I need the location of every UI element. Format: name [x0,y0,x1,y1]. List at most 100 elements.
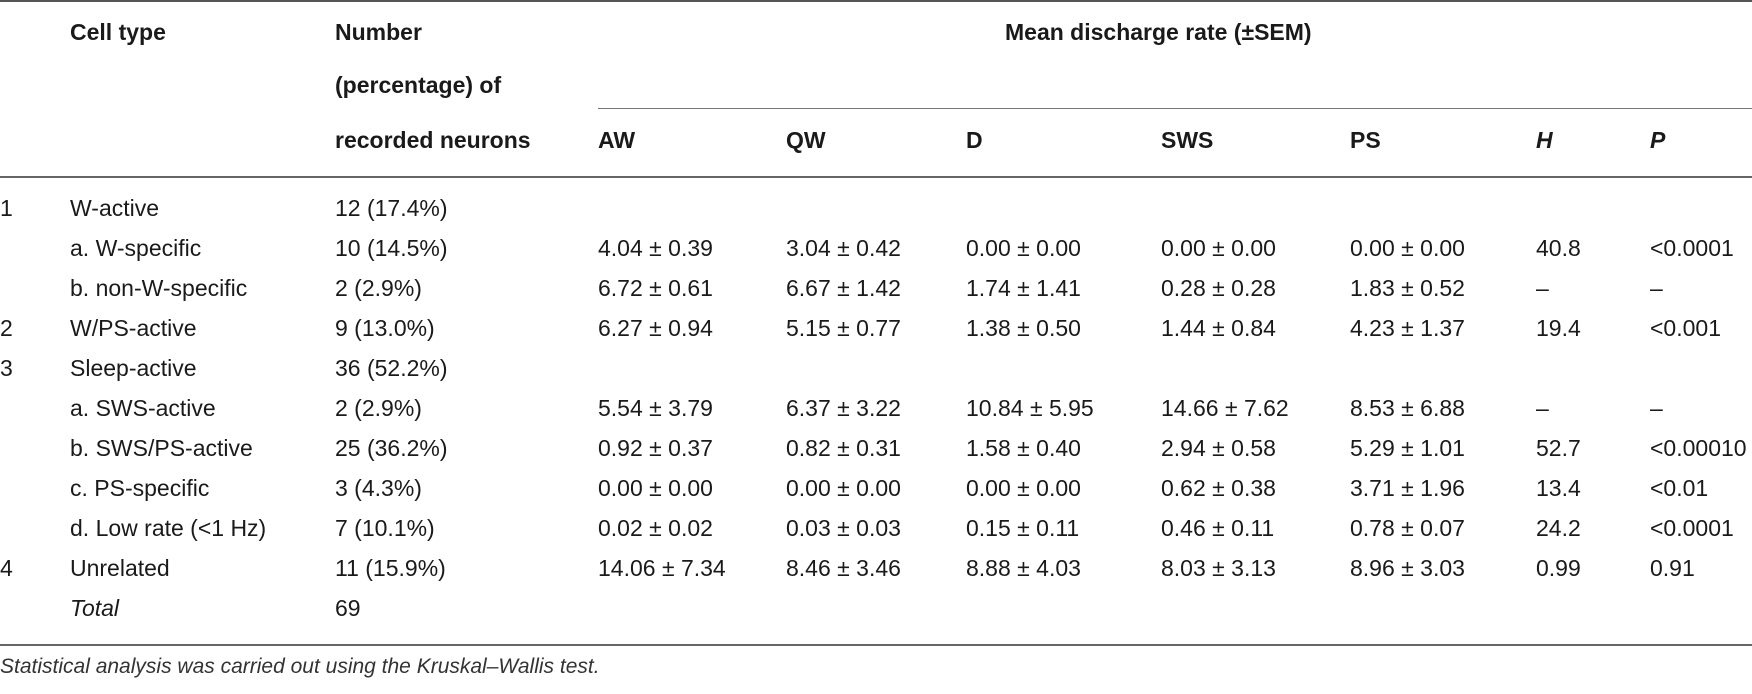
table-row: a. W-specific 10 (14.5%) 4.04 ± 0.39 3.0… [0,228,1752,268]
table-row: a. SWS-active 2 (2.9%) 5.54 ± 3.79 6.37 … [0,388,1752,428]
row-d: 10.84 ± 5.95 [966,395,1094,421]
row-h: – [1536,395,1549,421]
row-sws: 2.94 ± 0.58 [1161,435,1276,461]
row-h: 52.7 [1536,435,1581,461]
row-index: 4 [0,555,13,581]
row-number: 36 (52.2%) [335,355,448,381]
row-p: <0.0001 [1650,515,1734,541]
row-p: <0.001 [1650,315,1721,341]
row-number: 12 (17.4%) [335,195,448,221]
row-aw: 0.00 ± 0.00 [598,475,713,501]
row-d: 0.15 ± 0.11 [966,515,1080,541]
header-mean-discharge-rate: Mean discharge rate (±SEM) [1005,19,1312,45]
row-qw: 6.67 ± 1.42 [786,275,901,301]
row-h: 0.99 [1536,555,1581,581]
row-sws: 0.00 ± 0.00 [1161,235,1276,261]
row-sws: 8.03 ± 3.13 [1161,555,1276,581]
table-footnote: Statistical analysis was carried out usi… [0,655,600,678]
row-d: 0.00 ± 0.00 [966,235,1081,261]
header-cell-type: Cell type [70,19,166,45]
table-row-total: Total 69 [0,588,1752,628]
row-h: 13.4 [1536,475,1581,501]
row-ps: 0.78 ± 0.07 [1350,515,1465,541]
row-number: 11 (15.9%) [335,555,446,581]
row-number: 3 (4.3%) [335,475,422,501]
row-d: 0.00 ± 0.00 [966,475,1081,501]
row-h: 19.4 [1536,315,1581,341]
table-row: 3 Sleep-active 36 (52.2%) [0,348,1752,388]
header-number-line3: recorded neurons [335,127,531,153]
row-aw: 0.02 ± 0.02 [598,515,713,541]
row-sws: 1.44 ± 0.84 [1161,315,1276,341]
row-sws: 14.66 ± 7.62 [1161,395,1289,421]
header-d: D [966,127,983,153]
header-bottom-rule [0,176,1752,178]
row-ps: 5.29 ± 1.01 [1350,435,1465,461]
header-number-line2: (percentage) of [335,72,502,98]
total-number: 69 [335,595,361,621]
header-h: H [1536,127,1553,153]
table-row: c. PS-specific 3 (4.3%) 0.00 ± 0.00 0.00… [0,468,1752,508]
row-label: Unrelated [70,555,170,581]
row-p: – [1650,395,1663,421]
row-aw: 5.54 ± 3.79 [598,395,713,421]
table-row: 2 W/PS-active 9 (13.0%) 6.27 ± 0.94 5.15… [0,308,1752,348]
row-h: 40.8 [1536,235,1581,261]
row-label: b. non-W-specific [70,275,248,301]
row-qw: 5.15 ± 0.77 [786,315,901,341]
row-label: W/PS-active [70,315,197,341]
row-aw: 6.72 ± 0.61 [598,275,713,301]
row-label: b. SWS/PS-active [70,435,253,461]
row-ps: 3.71 ± 1.96 [1350,475,1465,501]
header-qw: QW [786,127,826,153]
row-p: <0.0001 [1650,235,1734,261]
header-sws: SWS [1161,127,1214,153]
header-aw: AW [598,127,636,153]
row-qw: 0.03 ± 0.03 [786,515,901,541]
row-index: 2 [0,315,13,341]
row-d: 1.74 ± 1.41 [966,275,1081,301]
row-ps: 8.53 ± 6.88 [1350,395,1465,421]
row-label: d. Low rate (<1 Hz) [70,515,267,541]
table-bottom-rule [0,644,1752,646]
group-sub-rule [598,108,1752,109]
row-d: 8.88 ± 4.03 [966,555,1081,581]
row-aw: 0.92 ± 0.37 [598,435,713,461]
row-qw: 0.00 ± 0.00 [786,475,901,501]
header-number-line1: Number [335,19,422,45]
row-label: Sleep-active [70,355,197,381]
header-p: P [1650,127,1666,153]
row-number: 9 (13.0%) [335,315,435,341]
table-top-rule [0,0,1752,2]
row-number: 2 (2.9%) [335,275,422,301]
row-aw: 6.27 ± 0.94 [598,315,713,341]
row-ps: 1.83 ± 0.52 [1350,275,1465,301]
row-ps: 8.96 ± 3.03 [1350,555,1465,581]
row-d: 1.58 ± 0.40 [966,435,1081,461]
row-p: 0.91 [1650,555,1695,581]
row-sws: 0.62 ± 0.38 [1161,475,1276,501]
row-aw: 4.04 ± 0.39 [598,235,713,261]
table-row: b. SWS/PS-active 25 (36.2%) 0.92 ± 0.37 … [0,428,1752,468]
table-row: 4 Unrelated 11 (15.9%) 14.06 ± 7.34 8.46… [0,548,1752,588]
row-qw: 0.82 ± 0.31 [786,435,901,461]
row-number: 25 (36.2%) [335,435,448,461]
total-label: Total [70,595,120,621]
row-label: c. PS-specific [70,475,210,501]
table-row: 1 W-active 12 (17.4%) [0,188,1752,228]
row-ps: 0.00 ± 0.00 [1350,235,1465,261]
row-d: 1.38 ± 0.50 [966,315,1081,341]
row-p: – [1650,275,1663,301]
row-h: 24.2 [1536,515,1581,541]
row-h: – [1536,275,1549,301]
row-qw: 8.46 ± 3.46 [786,555,901,581]
table-row: b. non-W-specific 2 (2.9%) 6.72 ± 0.61 6… [0,268,1752,308]
row-sws: 0.46 ± 0.11 [1161,515,1275,541]
row-aw: 14.06 ± 7.34 [598,555,726,581]
row-number: 7 (10.1%) [335,515,435,541]
row-number: 10 (14.5%) [335,235,448,261]
row-qw: 3.04 ± 0.42 [786,235,901,261]
row-label: a. SWS-active [70,395,216,421]
row-label: a. W-specific [70,235,202,261]
row-index: 3 [0,355,13,381]
